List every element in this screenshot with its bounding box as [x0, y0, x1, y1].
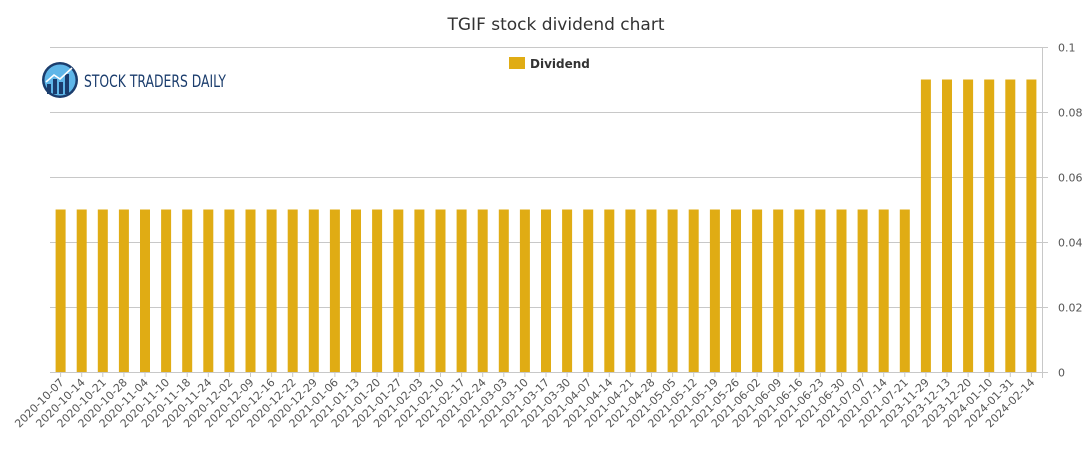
bar-2020-10-28[interactable]: [118, 209, 129, 373]
bar-2020-11-24[interactable]: [203, 209, 214, 373]
y-tick-label: 0: [1058, 367, 1065, 380]
bar-2021-05-12[interactable]: [688, 209, 699, 373]
bar-2020-12-16[interactable]: [266, 209, 277, 373]
logo-text: STOCK TRADERS DAILY: [84, 72, 226, 92]
bar-2021-07-21[interactable]: [899, 209, 910, 373]
bar-2021-07-07[interactable]: [857, 209, 868, 373]
bar-2021-06-30[interactable]: [836, 209, 847, 373]
y-tick-label: 0.08: [1058, 107, 1083, 120]
bar-2021-06-23[interactable]: [815, 209, 826, 373]
bar-2021-02-24[interactable]: [477, 209, 488, 373]
bar-2023-12-13[interactable]: [942, 79, 952, 373]
bar-2023-11-29[interactable]: [920, 79, 931, 373]
legend-label: Dividend: [530, 57, 590, 71]
bar-2021-03-30[interactable]: [562, 209, 573, 373]
bar-2021-05-19[interactable]: [709, 209, 720, 373]
bar-2020-10-21[interactable]: [97, 209, 108, 373]
x-axis-ticks: 2020-10-072020-10-142020-10-212020-10-28…: [12, 372, 1038, 430]
bar-2024-02-14[interactable]: [1026, 79, 1037, 373]
legend-swatch: [509, 57, 525, 69]
bar-2020-11-10[interactable]: [161, 209, 172, 373]
bar-2021-02-10[interactable]: [435, 209, 446, 373]
bars: [55, 79, 1037, 373]
bar-2024-01-31[interactable]: [1005, 79, 1016, 373]
bar-2021-04-07[interactable]: [583, 209, 594, 373]
bar-2024-01-10[interactable]: [984, 79, 995, 373]
bar-2021-06-16[interactable]: [794, 209, 805, 373]
bar-2021-03-10[interactable]: [519, 209, 530, 373]
chart-title: TGIF stock dividend chart: [447, 15, 665, 35]
y-tick-label: 0.02: [1058, 302, 1083, 315]
bar-2021-05-05[interactable]: [667, 209, 678, 373]
y-axis-ticks: 0 0.02 0.04 0.06 0.08 0.1: [1042, 42, 1083, 380]
bar-2020-10-14[interactable]: [76, 209, 87, 373]
bar-2020-12-02[interactable]: [224, 209, 235, 373]
bar-2021-01-27[interactable]: [393, 209, 404, 373]
y-tick-label: 0.04: [1058, 237, 1083, 250]
bar-2021-04-21[interactable]: [625, 209, 636, 373]
bar-2020-11-04[interactable]: [140, 209, 150, 373]
bar-2023-12-20[interactable]: [963, 79, 974, 373]
bar-2021-01-13[interactable]: [351, 209, 361, 373]
bar-2021-02-03[interactable]: [414, 209, 425, 373]
bar-2021-06-02[interactable]: [752, 209, 763, 373]
bar-2020-12-29[interactable]: [308, 209, 319, 373]
bar-2021-06-09[interactable]: [773, 209, 784, 373]
bar-2020-11-18[interactable]: [182, 209, 193, 373]
y-tick-label: 0.06: [1058, 172, 1083, 185]
logo[interactable]: STOCK TRADERS DAILY: [42, 62, 226, 98]
bar-2021-02-17[interactable]: [456, 209, 467, 373]
bar-2020-12-22[interactable]: [287, 209, 298, 373]
logo-icon: [42, 62, 78, 98]
bar-2020-12-09[interactable]: [245, 209, 256, 373]
bar-2021-01-06[interactable]: [329, 209, 340, 373]
legend[interactable]: Dividend: [509, 57, 590, 71]
bar-2021-03-03[interactable]: [498, 209, 509, 373]
bar-2021-01-20[interactable]: [372, 209, 383, 373]
bar-2021-05-26[interactable]: [731, 209, 741, 373]
bar-2021-03-17[interactable]: [541, 209, 551, 373]
y-tick-label: 0.1: [1058, 42, 1076, 55]
bar-2021-04-14[interactable]: [604, 209, 615, 373]
bar-2021-07-14[interactable]: [878, 209, 889, 373]
bar-2020-10-07[interactable]: [55, 209, 66, 373]
bar-2021-04-28[interactable]: [646, 209, 657, 373]
